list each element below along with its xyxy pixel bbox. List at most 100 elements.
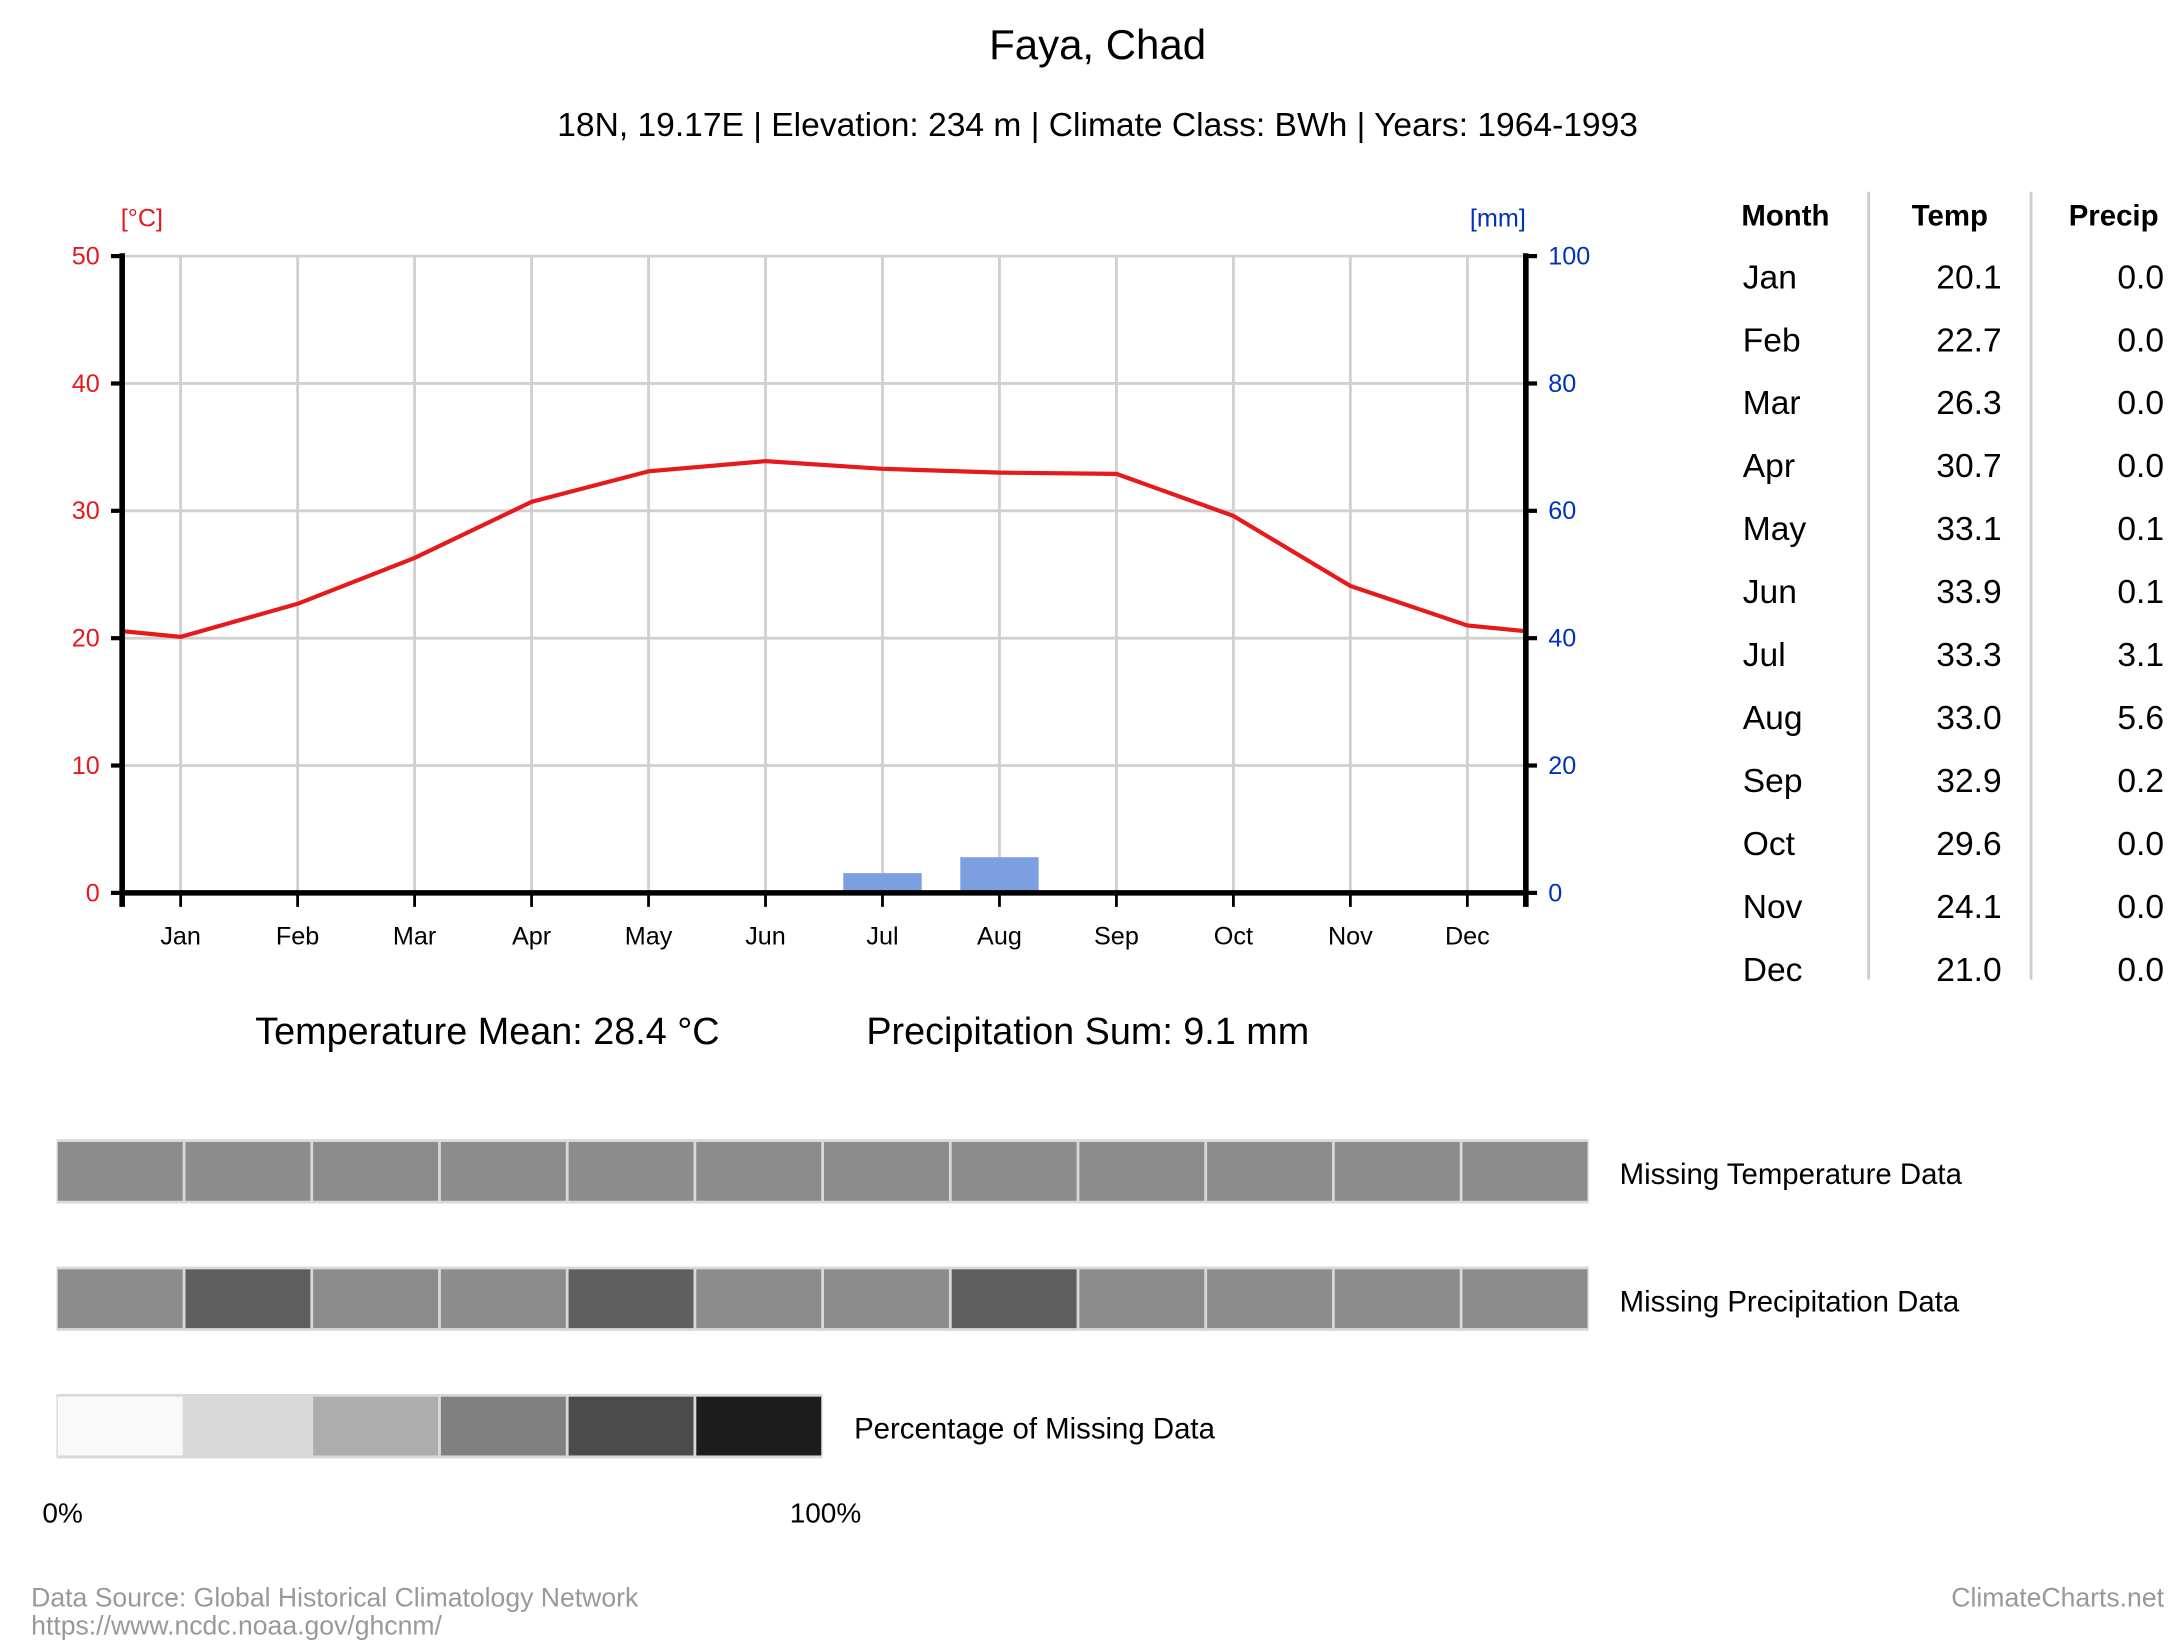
x-tick-label: Oct	[1214, 923, 1253, 951]
missing-cell	[1079, 1269, 1205, 1329]
table-cell: 33.1	[1936, 511, 2001, 548]
missing-cell	[185, 1269, 311, 1329]
missing-temperature-bar	[56, 1139, 1589, 1204]
missing-cell	[185, 1141, 311, 1201]
missing-data-section	[56, 1139, 1589, 1459]
table-cell: May	[1743, 511, 1807, 548]
missing-cell	[57, 1396, 183, 1456]
missing-cell	[568, 1141, 694, 1201]
table-cell: 0.0	[2117, 322, 2164, 359]
y-left-tick-label: 40	[72, 370, 100, 398]
table-cell: Aug	[1743, 700, 1803, 737]
missing-cell	[696, 1141, 822, 1201]
missing-cell	[57, 1269, 183, 1329]
table-row: Jun 33.9 0.1	[1743, 574, 2164, 611]
table-row: Sep 32.9 0.2	[1743, 763, 2164, 800]
y-left-tick-label: 50	[72, 243, 100, 271]
table-cell: Mar	[1743, 385, 1801, 422]
x-tick-label: Jul	[866, 923, 898, 951]
table-cell: 26.3	[1936, 385, 2001, 422]
y-right-tick-label: 80	[1548, 370, 1576, 398]
bar-border	[56, 1266, 1589, 1331]
missing-cell	[696, 1269, 822, 1329]
table-row: Nov 24.1 0.0	[1743, 889, 2164, 926]
x-tick-label: Mar	[393, 923, 436, 951]
y-right-tick-label: 40	[1548, 625, 1576, 653]
table-cell: 0.2	[2117, 763, 2164, 800]
x-tick-label: Aug	[977, 923, 1022, 951]
table-header: Month	[1741, 199, 1829, 232]
table-cell: Jul	[1743, 637, 1786, 674]
y-left-tick-label: 10	[72, 752, 100, 780]
legend-min: 0%	[42, 1498, 82, 1529]
missing-cell	[440, 1269, 566, 1329]
x-tick-label: Jan	[160, 923, 201, 951]
table-row: Aug 33.0 5.6	[1743, 700, 2164, 737]
table-row: Jan 20.1 0.0	[1743, 259, 2164, 296]
table-cell: 24.1	[1936, 889, 2001, 926]
table-cell: 32.9	[1936, 763, 2001, 800]
table-cell: 5.6	[2117, 700, 2164, 737]
table-cell: 20.1	[1936, 259, 2001, 296]
table-row: Feb 22.7 0.0	[1743, 322, 2164, 359]
table-cell: 33.0	[1936, 700, 2001, 737]
missing-cell	[1079, 1141, 1205, 1201]
missing-precipitation-bar	[56, 1266, 1589, 1331]
table-cell: Dec	[1743, 952, 1803, 989]
table-cell: 33.9	[1936, 574, 2001, 611]
missing-cell	[440, 1396, 566, 1456]
brand[interactable]: ClimateCharts.net	[1951, 1583, 2164, 1613]
data-source: Data Source: Global Historical Climatolo…	[31, 1583, 639, 1613]
table-row: Mar 26.3 0.0	[1743, 385, 2164, 422]
missing-temp-label: Missing Temperature Data	[1620, 1158, 1963, 1191]
table-row: Dec 21.0 0.0	[1743, 952, 2164, 989]
table-row: Apr 30.7 0.0	[1743, 448, 2164, 485]
table-cell: 0.0	[2117, 952, 2164, 989]
missing-cell	[57, 1141, 183, 1201]
missing-cell	[1462, 1141, 1588, 1201]
table-cell: 30.7	[1936, 448, 2001, 485]
table-cell: 0.0	[2117, 385, 2164, 422]
table-cell: 0.0	[2117, 448, 2164, 485]
x-tick-label: Apr	[512, 923, 551, 951]
table-cell: Apr	[1743, 448, 1795, 485]
bar-border	[56, 1139, 1589, 1204]
y-left-label: [°C]	[121, 205, 163, 233]
missing-cell	[1334, 1269, 1460, 1329]
y-left-tick-label: 0	[86, 879, 100, 907]
missing-legend-bar	[56, 1393, 823, 1459]
y-right-tick-label: 0	[1548, 879, 1562, 907]
missing-cell	[696, 1396, 822, 1456]
table-cell: Jun	[1743, 574, 1797, 611]
precipitation-sum: Precipitation Sum: 9.1 mm	[866, 1011, 1309, 1053]
x-tick-label: Feb	[276, 923, 319, 951]
table-cell: Oct	[1743, 826, 1796, 863]
missing-cell	[1462, 1269, 1588, 1329]
precip-bar	[960, 857, 1039, 893]
table-cell: 0.0	[2117, 826, 2164, 863]
plot-area: 0 10 20 30 40 50 0 20 40 60 80 100 Jan Feb Mar Apr May Ju…	[72, 243, 1591, 951]
data-table: Month Temp Precip Jan 20.1 0.0 Feb 22.7 0.0 Mar 26…	[1741, 191, 2164, 989]
chart-subtitle: 18N, 19.17E | Elevation: 234 m | Climate…	[557, 107, 1638, 144]
table-cell: Sep	[1743, 763, 1803, 800]
x-tick-label: May	[625, 923, 673, 951]
x-tick-label: Dec	[1445, 923, 1490, 951]
bar-border	[56, 1393, 823, 1459]
missing-cell	[951, 1269, 1077, 1329]
table-cell: 33.3	[1936, 637, 2001, 674]
table-cell: 29.6	[1936, 826, 2001, 863]
y-right-label: [mm]	[1470, 205, 1526, 233]
missing-cell	[185, 1396, 311, 1456]
data-source-url[interactable]: https://www.ncdc.noaa.gov/ghcnm/	[31, 1611, 442, 1641]
table-cell: 0.0	[2117, 889, 2164, 926]
table-cell: 0.1	[2117, 511, 2164, 548]
missing-cell	[823, 1269, 949, 1329]
table-cell: 3.1	[2117, 637, 2164, 674]
missing-cell	[313, 1396, 439, 1456]
x-tick-label: Jun	[745, 923, 786, 951]
y-right-tick-label: 20	[1548, 752, 1576, 780]
table-cell: 0.1	[2117, 574, 2164, 611]
missing-cell	[440, 1141, 566, 1201]
table-header: Precip	[2069, 199, 2159, 232]
